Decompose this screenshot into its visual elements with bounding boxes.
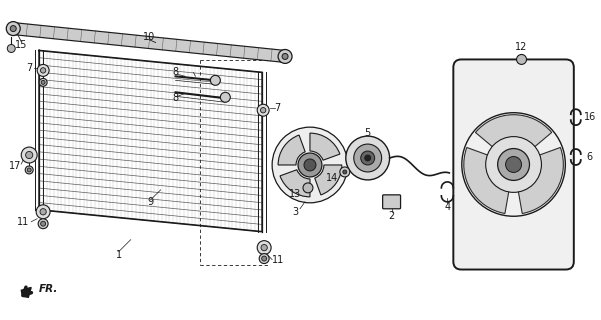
Circle shape (36, 205, 50, 219)
Wedge shape (464, 148, 509, 213)
Circle shape (272, 127, 348, 203)
Circle shape (41, 221, 46, 226)
Circle shape (221, 92, 230, 102)
Text: 16: 16 (584, 112, 596, 122)
Circle shape (40, 68, 46, 73)
Circle shape (261, 244, 267, 251)
Circle shape (257, 241, 271, 255)
Circle shape (340, 167, 350, 177)
Wedge shape (278, 135, 305, 165)
Circle shape (260, 108, 266, 113)
Text: FR.: FR. (39, 284, 58, 294)
Wedge shape (315, 165, 342, 195)
Text: 11: 11 (17, 217, 29, 227)
Circle shape (259, 253, 269, 264)
Circle shape (486, 137, 542, 192)
Wedge shape (518, 148, 563, 213)
Circle shape (210, 76, 221, 85)
Circle shape (38, 219, 48, 229)
Text: 8: 8 (172, 93, 178, 103)
Text: 17: 17 (9, 161, 22, 171)
Text: 13: 13 (289, 189, 301, 199)
Text: 7: 7 (26, 63, 32, 73)
Circle shape (39, 78, 47, 86)
Circle shape (40, 209, 46, 215)
Wedge shape (310, 133, 340, 160)
Circle shape (25, 166, 33, 174)
Text: 10: 10 (142, 32, 155, 42)
Text: 4: 4 (444, 202, 450, 212)
Circle shape (37, 64, 49, 76)
Circle shape (21, 147, 37, 163)
Circle shape (41, 80, 45, 84)
Circle shape (346, 136, 389, 180)
Circle shape (516, 54, 526, 64)
Text: 9: 9 (148, 197, 154, 207)
Text: 7: 7 (274, 103, 280, 113)
Text: 14: 14 (326, 173, 338, 183)
Text: 1: 1 (116, 250, 122, 260)
Circle shape (361, 151, 374, 165)
Text: 2: 2 (388, 211, 395, 221)
Wedge shape (280, 170, 310, 197)
Circle shape (343, 170, 347, 174)
Text: 8: 8 (172, 68, 178, 77)
Text: 5: 5 (365, 128, 371, 138)
FancyBboxPatch shape (453, 60, 574, 269)
Circle shape (261, 256, 267, 261)
Circle shape (257, 104, 269, 116)
Text: 3: 3 (292, 207, 298, 217)
Circle shape (278, 50, 292, 63)
Circle shape (303, 183, 313, 193)
Text: 6: 6 (587, 152, 593, 162)
Circle shape (505, 156, 522, 172)
Circle shape (354, 144, 382, 172)
Circle shape (498, 148, 529, 180)
Circle shape (304, 159, 316, 171)
Polygon shape (13, 23, 285, 62)
Wedge shape (475, 115, 552, 148)
Text: 15: 15 (15, 41, 28, 51)
Polygon shape (21, 287, 31, 297)
Circle shape (10, 26, 16, 32)
Circle shape (6, 22, 20, 36)
FancyBboxPatch shape (383, 195, 400, 209)
Text: 12: 12 (515, 43, 528, 52)
Circle shape (282, 53, 288, 60)
Circle shape (298, 153, 322, 177)
Circle shape (27, 168, 31, 172)
Circle shape (26, 151, 33, 159)
Circle shape (365, 155, 371, 161)
Text: 11: 11 (272, 255, 284, 265)
Circle shape (7, 44, 15, 52)
